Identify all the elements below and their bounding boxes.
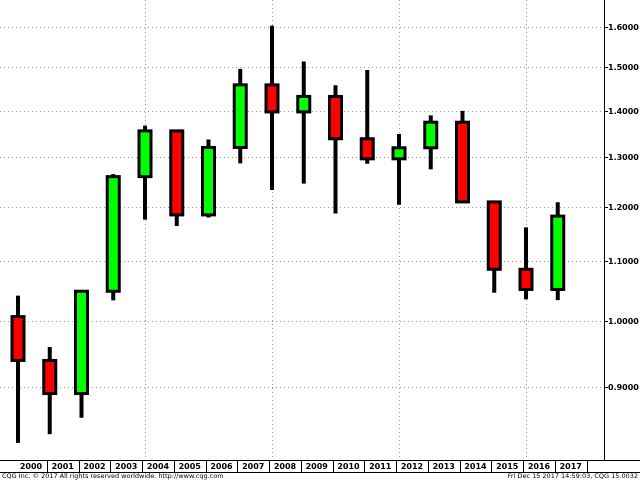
y-tick-label: 1.5000 [608,63,639,72]
x-tick-label: 2001 [52,462,75,471]
x-tick-label: 2000 [20,462,43,471]
x-tick-label: 2002 [83,462,105,471]
candle-body [201,145,216,217]
candle-body [550,214,566,291]
x-tick-label: 2012 [401,462,423,471]
y-tick-label: 1.6000 [608,23,639,32]
x-tick-label: 2016 [528,462,551,471]
candle-body [296,94,312,114]
candle-body [359,137,375,161]
x-tick-label: 2010 [337,462,360,471]
footer-right: Fri Dec 15 2017 14:59:03, CQG 15.0032 [508,472,638,480]
candle-body [105,175,121,293]
y-tick-label: 1.0000 [608,317,639,326]
y-tick-label: 1.2000 [608,203,639,212]
y-tick-label: 1.4000 [608,107,639,116]
candle-body [169,129,185,217]
candle-body [328,94,343,141]
x-tick-label: 2008 [274,462,297,471]
candle-body [423,120,439,150]
x-tick-label: 2004 [147,462,170,471]
x-tick-label: 2015 [496,462,519,471]
y-tick-label: 1.1000 [608,257,639,266]
candle-body [264,83,280,114]
candle-body [486,200,502,271]
y-tick-label: 0.9000 [608,383,639,392]
x-tick-label: 2009 [306,462,329,471]
x-tick-label: 2006 [210,462,233,471]
x-tick-label: 2014 [464,462,487,471]
x-tick-label: 2011 [369,462,392,471]
x-tick-label: 2003 [115,462,137,471]
candle-body [391,146,407,161]
candle-body [10,315,26,362]
candle-body [42,358,58,396]
x-tick-label: 2007 [242,462,264,471]
x-tick-label: 2005 [179,462,202,471]
candle-body [232,83,248,149]
footer-left: CQG Inc. © 2017 All rights reserved worl… [2,472,224,480]
y-tick-label: 1.3000 [608,153,639,162]
candle-body [455,120,470,204]
candle-body [137,129,153,179]
x-tick-label: 2017 [560,462,582,471]
candle-body [518,267,534,291]
candle-body [74,289,89,396]
x-tick-label: 2013 [433,462,455,471]
